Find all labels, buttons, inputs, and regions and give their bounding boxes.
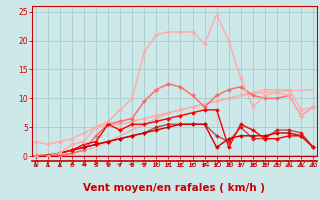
X-axis label: Vent moyen/en rafales ( km/h ): Vent moyen/en rafales ( km/h ) — [84, 183, 265, 193]
